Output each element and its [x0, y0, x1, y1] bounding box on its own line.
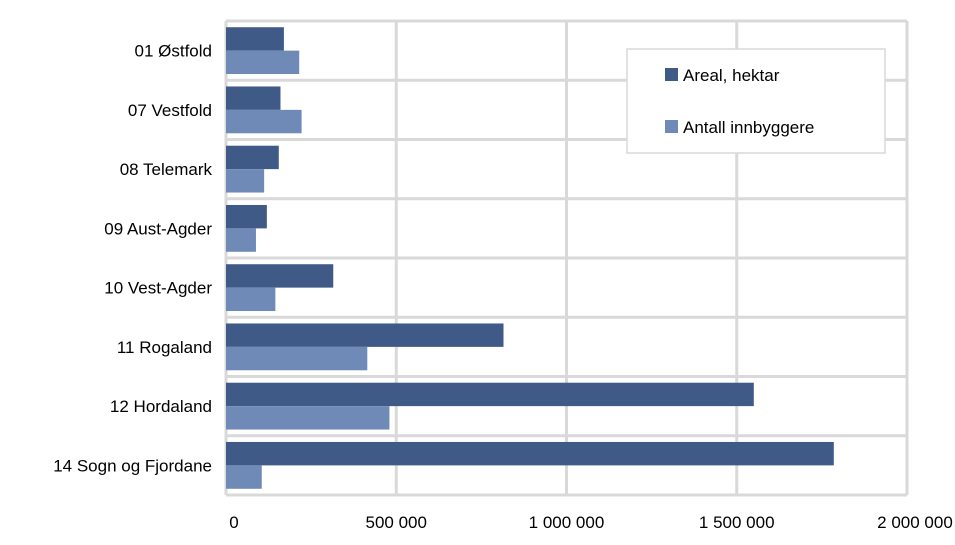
- y-tick-label: 07 Vestfold: [128, 101, 212, 120]
- bar-innbyggere: [226, 465, 262, 489]
- bar-areal: [226, 323, 504, 347]
- bar-areal: [226, 264, 334, 288]
- y-tick-label: 14 Sogn og Fjordane: [53, 456, 212, 475]
- label-layer: 01 Østfold 07 Vestfold 08 Telemark 09 Aust-…: [53, 42, 953, 532]
- bar-areal: [226, 27, 284, 51]
- y-tick-label: 09 Aust-Agder: [104, 219, 212, 238]
- bar-innbyggere: [226, 406, 390, 430]
- bar-areal: [226, 204, 267, 229]
- y-tick-label: 12 Hordaland: [110, 397, 212, 416]
- bar-areal: [226, 145, 279, 170]
- bar-innbyggere: [226, 109, 302, 134]
- legend-label: Areal, hektar: [683, 66, 780, 85]
- x-tick-label: 0: [229, 513, 238, 532]
- x-tick-label: 2 000 000: [877, 513, 953, 532]
- bar-areal: [226, 86, 281, 110]
- y-tick-label: 11 Rogaland: [117, 338, 212, 357]
- bar-areal: [226, 441, 834, 466]
- bar-innbyggere: [226, 169, 265, 193]
- bar-layer: [226, 27, 834, 489]
- bar-innbyggere: [226, 287, 276, 312]
- legend-swatch: [665, 120, 678, 133]
- y-tick-label: 01 Østfold: [135, 42, 213, 61]
- legend: Areal, hektar Antall innbyggere: [626, 48, 886, 154]
- y-tick-label: 08 Telemark: [120, 160, 213, 179]
- x-tick-label: 1 000 000: [529, 513, 605, 532]
- legend-box: [626, 48, 886, 154]
- bar-innbyggere: [226, 346, 368, 371]
- bar-innbyggere: [226, 228, 256, 252]
- bar-areal: [226, 382, 754, 407]
- bar-innbyggere: [226, 50, 300, 75]
- x-tick-label: 1 500 000: [699, 513, 775, 532]
- y-tick-label: 10 Vest-Agder: [104, 279, 212, 298]
- legend-label: Antall innbyggere: [683, 118, 814, 137]
- legend-swatch: [665, 68, 678, 81]
- x-tick-label: 500 000: [366, 513, 427, 532]
